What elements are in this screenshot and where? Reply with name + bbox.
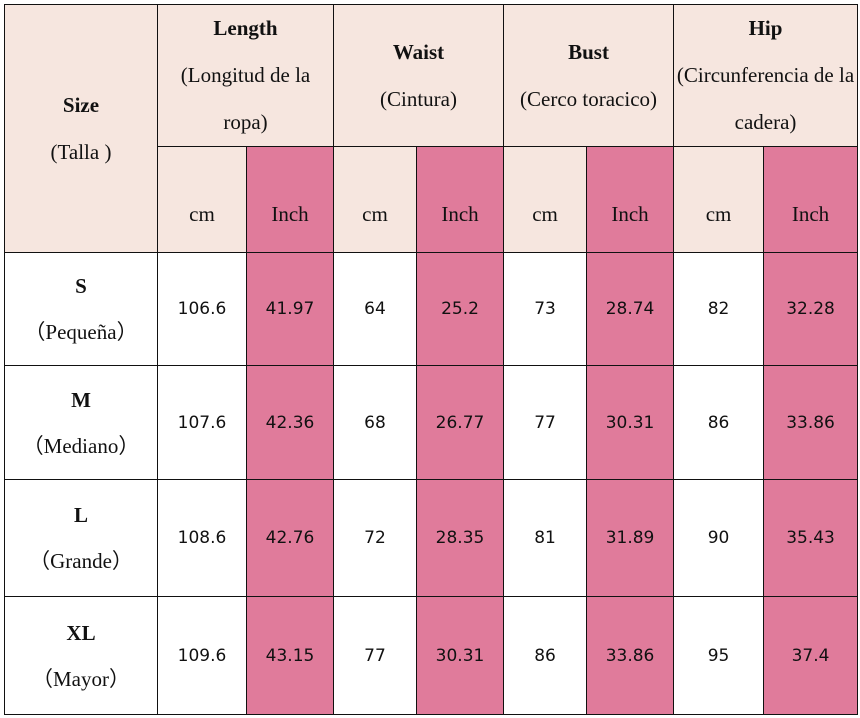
length-header: Length (Longitud de la ropa) [157, 4, 334, 147]
length-sub: (Longitud de la ropa) [180, 63, 311, 134]
size-header-sub: (Talla ) [50, 139, 112, 164]
waist-header: Waist (Cintura) [332, 4, 505, 147]
bust-sub: (Cerco toracico) [520, 86, 658, 111]
inch-value: 28.35 [415, 479, 505, 597]
inch-value: 26.77 [415, 365, 505, 480]
size-cell: M （Mediano） [4, 365, 158, 480]
size-name: （Mediano） [22, 433, 140, 458]
unit-inch-header: Inch [586, 146, 675, 253]
table-row: L （Grande） 108.6 42.76 72 28.35 81 31.89 90 35.43 [4, 479, 859, 597]
cm-value: 86 [673, 365, 765, 480]
inch-value: 33.86 [763, 365, 859, 480]
cm-value: 107.6 [157, 365, 247, 480]
size-code: M [71, 387, 91, 412]
cm-value: 86 [503, 596, 588, 715]
size-chart-table: Size (Talla ) Length (Longitud de la ropa… [4, 4, 859, 715]
table-row: M （Mediano） 107.6 42.36 68 26.77 77 30.31 86 33.8… [4, 365, 859, 480]
unit-inch-header: Inch [763, 146, 859, 253]
unit-inch-header: Inch [246, 146, 334, 253]
size-cell: XL （Mayor） [4, 596, 158, 715]
cm-value: 77 [333, 596, 417, 715]
inch-value: 30.31 [415, 596, 505, 715]
cm-value: 82 [673, 252, 765, 366]
hip-label: Hip [748, 16, 783, 40]
size-code: L [73, 503, 88, 527]
waist-label: Waist [392, 39, 445, 64]
unit-cm-header: cm [333, 146, 417, 253]
bust-label: Bust [568, 39, 609, 64]
cm-value: 108.6 [157, 479, 247, 597]
inch-value: 37.4 [763, 596, 859, 715]
size-header-label: Size [62, 92, 100, 117]
size-cell: L （Grande） [4, 479, 158, 597]
inch-value: 43.15 [246, 596, 334, 715]
unit-cm-header: cm [157, 146, 247, 253]
size-code: XL [66, 620, 96, 645]
inch-value: 28.74 [586, 252, 675, 366]
cm-value: 64 [333, 252, 417, 366]
cm-value: 68 [333, 365, 417, 480]
inch-value: 41.97 [246, 252, 334, 366]
size-cell: S （Pequeña） [4, 252, 158, 366]
cm-value: 77 [503, 365, 588, 480]
inch-value: 30.31 [586, 365, 675, 480]
inch-value: 25.2 [415, 252, 505, 366]
table-row: S （Pequeña） 106.6 41.97 64 25.2 73 28.74 82 32.28 [4, 252, 859, 366]
size-header: Size (Talla ) [4, 4, 158, 253]
cm-value: 109.6 [157, 596, 247, 715]
inch-value: 33.86 [586, 596, 675, 715]
inch-value: 42.76 [246, 479, 334, 597]
size-name: （Mayor） [32, 666, 130, 691]
inch-value: 31.89 [586, 479, 675, 597]
cm-value: 81 [503, 479, 588, 597]
unit-cm-header: cm [673, 146, 765, 253]
inch-value: 42.36 [246, 365, 334, 480]
hip-header: Hip (Circunferencia de la cadera) [673, 4, 859, 147]
bust-header: Bust (Cerco toracico) [503, 4, 675, 147]
size-name: （Grande） [29, 549, 133, 573]
cm-value: 106.6 [157, 252, 247, 366]
inch-value: 35.43 [763, 479, 859, 597]
size-name: （Pequeña） [24, 320, 138, 344]
hip-sub: (Circunferencia de la cadera) [676, 63, 855, 134]
cm-value: 95 [673, 596, 765, 715]
unit-cm-header: cm [503, 146, 588, 253]
table-row: XL （Mayor） 109.6 43.15 77 30.31 86 33.86 95 37.4 [4, 596, 859, 715]
cm-value: 73 [503, 252, 588, 366]
length-label: Length [213, 16, 278, 40]
inch-value: 32.28 [763, 252, 859, 366]
size-code: S [75, 274, 87, 298]
unit-inch-header: Inch [415, 146, 505, 253]
waist-sub: (Cintura) [380, 86, 457, 111]
cm-value: 72 [333, 479, 417, 597]
cm-value: 90 [673, 479, 765, 597]
